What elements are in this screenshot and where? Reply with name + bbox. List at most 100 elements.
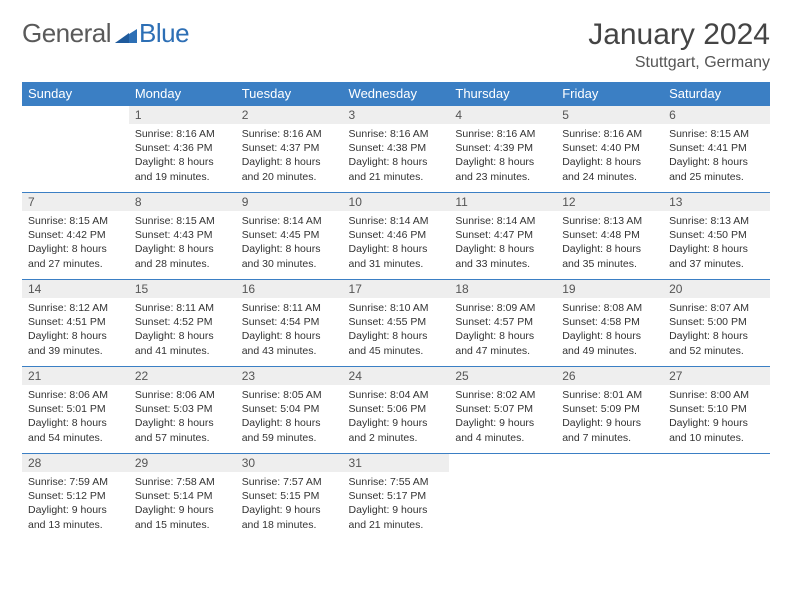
day-number: 26 [556,367,663,385]
month-title: January 2024 [588,18,770,52]
day-number: 18 [449,280,556,298]
calendar-cell [449,454,556,541]
day-number: 17 [343,280,450,298]
day-details: Sunrise: 8:14 AMSunset: 4:45 PMDaylight:… [236,211,343,274]
day-details: Sunrise: 8:00 AMSunset: 5:10 PMDaylight:… [663,385,770,448]
calendar-cell [22,106,129,193]
day-details: Sunrise: 7:59 AMSunset: 5:12 PMDaylight:… [22,472,129,535]
day-details: Sunrise: 8:16 AMSunset: 4:37 PMDaylight:… [236,124,343,187]
calendar-cell: 8Sunrise: 8:15 AMSunset: 4:43 PMDaylight… [129,193,236,280]
day-details: Sunrise: 8:16 AMSunset: 4:39 PMDaylight:… [449,124,556,187]
brand-part2: Blue [139,18,189,49]
brand-triangle-icon [115,25,137,43]
calendar-head: SundayMondayTuesdayWednesdayThursdayFrid… [22,82,770,106]
calendar-body: 1Sunrise: 8:16 AMSunset: 4:36 PMDaylight… [22,106,770,541]
weekday-header: Saturday [663,82,770,106]
day-details: Sunrise: 8:12 AMSunset: 4:51 PMDaylight:… [22,298,129,361]
day-details: Sunrise: 8:09 AMSunset: 4:57 PMDaylight:… [449,298,556,361]
calendar-table: SundayMondayTuesdayWednesdayThursdayFrid… [22,82,770,541]
calendar-cell: 11Sunrise: 8:14 AMSunset: 4:47 PMDayligh… [449,193,556,280]
day-number: 28 [22,454,129,472]
calendar-cell: 4Sunrise: 8:16 AMSunset: 4:39 PMDaylight… [449,106,556,193]
calendar-cell: 23Sunrise: 8:05 AMSunset: 5:04 PMDayligh… [236,367,343,454]
calendar-cell: 28Sunrise: 7:59 AMSunset: 5:12 PMDayligh… [22,454,129,541]
day-number: 9 [236,193,343,211]
weekday-header: Thursday [449,82,556,106]
calendar-cell: 20Sunrise: 8:07 AMSunset: 5:00 PMDayligh… [663,280,770,367]
calendar-cell: 1Sunrise: 8:16 AMSunset: 4:36 PMDaylight… [129,106,236,193]
day-number: 6 [663,106,770,124]
calendar-row: 21Sunrise: 8:06 AMSunset: 5:01 PMDayligh… [22,367,770,454]
day-details: Sunrise: 8:14 AMSunset: 4:46 PMDaylight:… [343,211,450,274]
day-details: Sunrise: 8:13 AMSunset: 4:50 PMDaylight:… [663,211,770,274]
calendar-cell: 17Sunrise: 8:10 AMSunset: 4:55 PMDayligh… [343,280,450,367]
day-number: 24 [343,367,450,385]
calendar-cell: 25Sunrise: 8:02 AMSunset: 5:07 PMDayligh… [449,367,556,454]
calendar-cell: 12Sunrise: 8:13 AMSunset: 4:48 PMDayligh… [556,193,663,280]
calendar-cell: 19Sunrise: 8:08 AMSunset: 4:58 PMDayligh… [556,280,663,367]
day-details: Sunrise: 8:15 AMSunset: 4:41 PMDaylight:… [663,124,770,187]
calendar-cell: 3Sunrise: 8:16 AMSunset: 4:38 PMDaylight… [343,106,450,193]
day-details: Sunrise: 8:11 AMSunset: 4:54 PMDaylight:… [236,298,343,361]
day-number: 16 [236,280,343,298]
calendar-cell [556,454,663,541]
calendar-cell: 2Sunrise: 8:16 AMSunset: 4:37 PMDaylight… [236,106,343,193]
day-number: 15 [129,280,236,298]
day-number: 19 [556,280,663,298]
calendar-cell: 6Sunrise: 8:15 AMSunset: 4:41 PMDaylight… [663,106,770,193]
day-details: Sunrise: 8:15 AMSunset: 4:42 PMDaylight:… [22,211,129,274]
day-number: 2 [236,106,343,124]
calendar-cell: 9Sunrise: 8:14 AMSunset: 4:45 PMDaylight… [236,193,343,280]
day-number: 21 [22,367,129,385]
day-number: 8 [129,193,236,211]
day-details: Sunrise: 8:16 AMSunset: 4:38 PMDaylight:… [343,124,450,187]
day-number: 12 [556,193,663,211]
day-details: Sunrise: 8:01 AMSunset: 5:09 PMDaylight:… [556,385,663,448]
calendar-cell: 5Sunrise: 8:16 AMSunset: 4:40 PMDaylight… [556,106,663,193]
day-details: Sunrise: 8:16 AMSunset: 4:40 PMDaylight:… [556,124,663,187]
day-number: 5 [556,106,663,124]
calendar-cell: 29Sunrise: 7:58 AMSunset: 5:14 PMDayligh… [129,454,236,541]
calendar-cell: 14Sunrise: 8:12 AMSunset: 4:51 PMDayligh… [22,280,129,367]
day-number: 27 [663,367,770,385]
page-header: General Blue January 2024 Stuttgart, Ger… [22,18,770,72]
day-details: Sunrise: 8:04 AMSunset: 5:06 PMDaylight:… [343,385,450,448]
weekday-header: Wednesday [343,82,450,106]
day-details: Sunrise: 8:08 AMSunset: 4:58 PMDaylight:… [556,298,663,361]
brand-part1: General [22,18,111,49]
day-details: Sunrise: 8:10 AMSunset: 4:55 PMDaylight:… [343,298,450,361]
calendar-row: 7Sunrise: 8:15 AMSunset: 4:42 PMDaylight… [22,193,770,280]
day-number: 29 [129,454,236,472]
weekday-header: Sunday [22,82,129,106]
calendar-cell: 16Sunrise: 8:11 AMSunset: 4:54 PMDayligh… [236,280,343,367]
calendar-cell: 22Sunrise: 8:06 AMSunset: 5:03 PMDayligh… [129,367,236,454]
day-details: Sunrise: 8:11 AMSunset: 4:52 PMDaylight:… [129,298,236,361]
day-number: 1 [129,106,236,124]
calendar-row: 1Sunrise: 8:16 AMSunset: 4:36 PMDaylight… [22,106,770,193]
day-number: 20 [663,280,770,298]
calendar-cell: 26Sunrise: 8:01 AMSunset: 5:09 PMDayligh… [556,367,663,454]
calendar-cell: 7Sunrise: 8:15 AMSunset: 4:42 PMDaylight… [22,193,129,280]
day-details: Sunrise: 8:02 AMSunset: 5:07 PMDaylight:… [449,385,556,448]
calendar-cell: 13Sunrise: 8:13 AMSunset: 4:50 PMDayligh… [663,193,770,280]
weekday-header: Monday [129,82,236,106]
brand-logo: General Blue [22,18,189,49]
weekday-header: Tuesday [236,82,343,106]
day-details: Sunrise: 8:14 AMSunset: 4:47 PMDaylight:… [449,211,556,274]
day-number: 3 [343,106,450,124]
day-number: 4 [449,106,556,124]
day-number: 31 [343,454,450,472]
calendar-cell: 10Sunrise: 8:14 AMSunset: 4:46 PMDayligh… [343,193,450,280]
day-details: Sunrise: 7:57 AMSunset: 5:15 PMDaylight:… [236,472,343,535]
title-block: January 2024 Stuttgart, Germany [588,18,770,72]
day-details: Sunrise: 7:55 AMSunset: 5:17 PMDaylight:… [343,472,450,535]
day-number: 10 [343,193,450,211]
calendar-cell: 18Sunrise: 8:09 AMSunset: 4:57 PMDayligh… [449,280,556,367]
calendar-cell: 27Sunrise: 8:00 AMSunset: 5:10 PMDayligh… [663,367,770,454]
day-details: Sunrise: 8:07 AMSunset: 5:00 PMDaylight:… [663,298,770,361]
day-details: Sunrise: 7:58 AMSunset: 5:14 PMDaylight:… [129,472,236,535]
day-number: 11 [449,193,556,211]
calendar-cell: 24Sunrise: 8:04 AMSunset: 5:06 PMDayligh… [343,367,450,454]
day-number: 25 [449,367,556,385]
day-details: Sunrise: 8:15 AMSunset: 4:43 PMDaylight:… [129,211,236,274]
